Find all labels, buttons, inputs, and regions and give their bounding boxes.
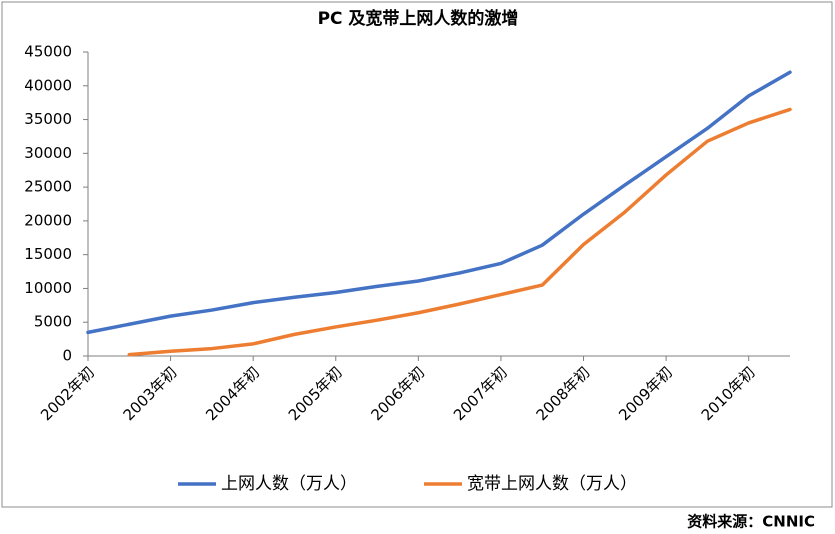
y-tick-label: 15000	[24, 245, 72, 263]
chart-title: PC 及宽带上网人数的激增	[318, 8, 519, 29]
legend-label: 宽带上网人数（万人）	[467, 474, 637, 494]
series-line	[127, 107, 792, 357]
series-line	[86, 70, 792, 335]
y-tick-label: 0	[62, 347, 72, 365]
y-tick-label: 30000	[24, 144, 72, 162]
y-tick-label: 45000	[24, 43, 72, 61]
chart-border	[1, 1, 833, 508]
y-tick-label: 20000	[24, 211, 72, 229]
legend-label: 上网人数（万人）	[221, 474, 357, 494]
source-note: 资料来源：CNNIC	[687, 513, 815, 531]
y-tick-label: 25000	[24, 178, 72, 196]
y-tick-label: 40000	[24, 76, 72, 94]
y-tick-label: 35000	[24, 110, 72, 128]
y-tick-label: 5000	[34, 313, 72, 331]
y-tick-label: 10000	[24, 279, 72, 297]
